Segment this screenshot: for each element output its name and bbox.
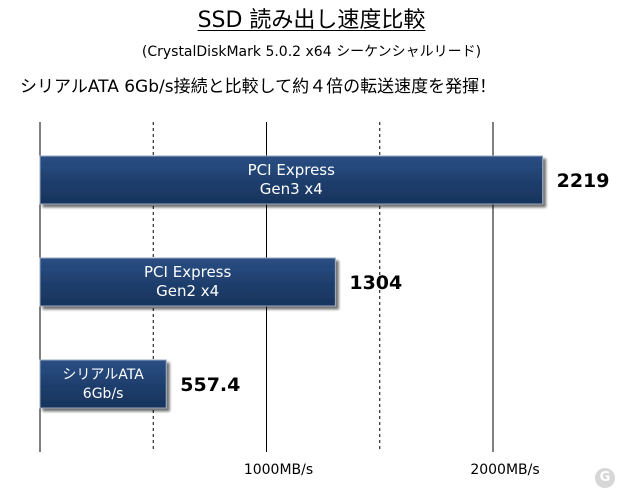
bar-value-label: 2219	[557, 170, 610, 192]
bar	[39, 257, 336, 307]
bar-category-label: Gen3 x4	[260, 180, 323, 198]
bar-category-label: Gen2 x4	[156, 282, 219, 300]
bar-value-label: 557.4	[180, 374, 240, 396]
bar-value-label: 1304	[349, 272, 402, 294]
bar-category-label: 6Gb/s	[83, 386, 124, 402]
x-tick-label: 1000MB/s	[244, 462, 313, 478]
x-tick-label: 2000MB/s	[470, 462, 539, 478]
bar-category-label: PCI Express	[248, 161, 335, 179]
bar-category-label: PCI Express	[144, 263, 231, 281]
chart-title: SSD 読み出し速度比較	[197, 8, 426, 33]
chart-headline: シリアルATA 6Gb/s接続と比較して約４倍の転送速度を発揮！	[20, 77, 497, 97]
bar	[39, 155, 544, 205]
bar-category-label: シリアルATA	[62, 367, 144, 383]
chart-subtitle: (CrystalDiskMark 5.0.2 x64 シーケンシャルリード)	[141, 44, 482, 60]
site-logo-icon: G	[595, 468, 615, 488]
bar	[39, 359, 167, 409]
